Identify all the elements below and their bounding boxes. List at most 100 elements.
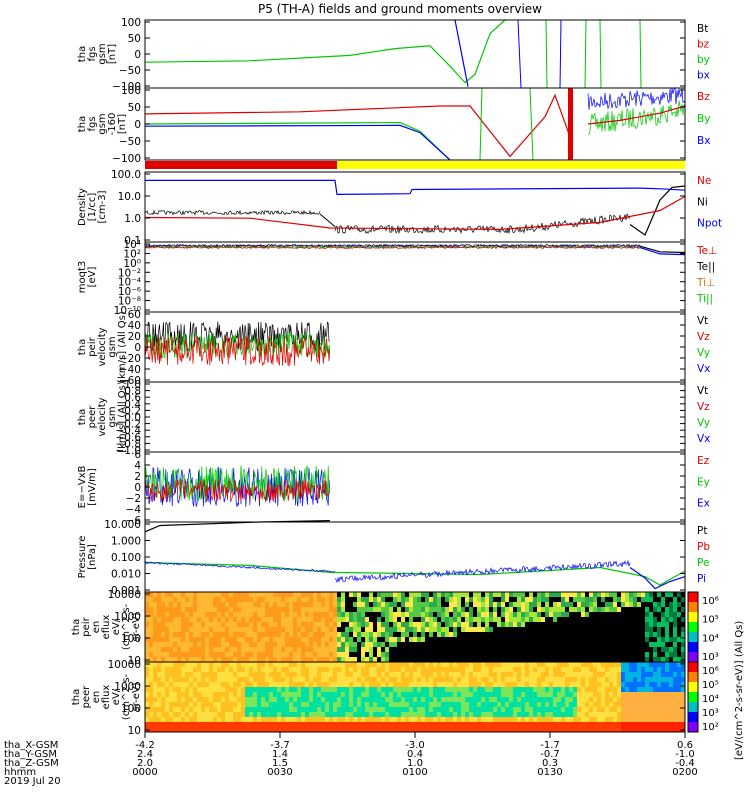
spectrogram-cell (341, 617, 346, 623)
y-tick-label: 4 (134, 460, 141, 472)
spectrogram-cell (525, 637, 530, 643)
spectrogram-cell (329, 682, 334, 688)
spectrogram-cell (265, 682, 270, 688)
spectrogram-cell (573, 612, 578, 618)
spectrogram-cell (265, 617, 270, 623)
spectrogram-cell (205, 637, 210, 643)
spectrogram-cell (153, 592, 158, 598)
spectrogram-cell (589, 632, 594, 638)
spectrogram-cell (493, 607, 498, 613)
spectrogram-cell (533, 697, 538, 703)
spectrogram-cell (209, 672, 214, 678)
spectrogram-cell (397, 727, 402, 733)
spectrogram-cell (285, 697, 290, 703)
spectrogram-cell (569, 657, 574, 663)
spectrogram-cell (193, 702, 198, 708)
spectrogram-cell (301, 597, 306, 603)
spectrogram-cell (641, 677, 646, 683)
spectrogram-cell (177, 677, 182, 683)
spectrogram-cell (437, 722, 442, 728)
spectrogram-cell (429, 657, 434, 663)
spectrogram-cell (413, 592, 418, 598)
spectrogram-cell (509, 677, 514, 683)
spectrogram-cell (169, 597, 174, 603)
spectrogram-cell (541, 667, 546, 673)
spectrogram-cell (677, 667, 682, 673)
colorbar-segment (688, 622, 698, 633)
spectrogram-cell (341, 687, 346, 693)
spectrogram-cell (569, 607, 574, 613)
spectrogram-cell (381, 717, 386, 723)
spectrogram-cell (469, 612, 474, 618)
spectrogram-cell (277, 637, 282, 643)
spectrogram-cell (185, 622, 190, 628)
spectrogram-cell (469, 722, 474, 728)
spectrogram-cell (605, 667, 610, 673)
spectrogram-cell (601, 637, 606, 643)
spectrogram-cell (481, 647, 486, 653)
spectrogram-cell (589, 612, 594, 618)
spectrogram-cell (473, 717, 478, 723)
spectrogram-cell (209, 677, 214, 683)
spectrogram-cell (425, 727, 430, 733)
spectrogram-cell (361, 712, 366, 718)
spectrogram-cell (365, 707, 370, 713)
spectrogram-cell (677, 602, 682, 608)
spectrogram-cell (513, 712, 518, 718)
spectrogram-cell (649, 727, 654, 733)
spectrogram-cell (177, 672, 182, 678)
spectrogram-cell (385, 627, 390, 633)
spectrogram-cell (241, 647, 246, 653)
spectrogram-cell (345, 637, 350, 643)
spectrogram-cell (321, 712, 326, 718)
spectrogram-cell (381, 692, 386, 698)
spectrogram-cell (277, 717, 282, 723)
spectrogram-cell (201, 657, 206, 663)
spectrogram-cell (349, 667, 354, 673)
spectrogram-cell (461, 687, 466, 693)
spectrogram-cell (213, 702, 218, 708)
spectrogram-cell (145, 612, 150, 618)
spectrogram-cell (165, 617, 170, 623)
spectrogram-cell (305, 707, 310, 713)
spectrogram-cell (613, 602, 618, 608)
spectrogram-cell (237, 597, 242, 603)
spectrogram-cell (397, 662, 402, 668)
spectrogram-cell (377, 692, 382, 698)
spectrogram-cell (581, 682, 586, 688)
spectrogram-cell (229, 657, 234, 663)
spectrogram-cell (669, 632, 674, 638)
spectrogram-cell (381, 642, 386, 648)
spectrogram-cell (637, 607, 642, 613)
spectrogram-cell (509, 632, 514, 638)
panel-frame (144, 19, 686, 89)
spectrogram-cell (233, 627, 238, 633)
spectrogram-cell (329, 702, 334, 708)
spectrogram-cell (221, 687, 226, 693)
spectrogram-cell (341, 612, 346, 618)
spectrogram-cell (461, 622, 466, 628)
spectrogram-cell (613, 692, 618, 698)
spectrogram-cell (653, 597, 658, 603)
spectrogram-cell (637, 727, 642, 733)
spectrogram-cell (501, 692, 506, 698)
spectrogram-cell (285, 627, 290, 633)
spectrogram-cell (665, 652, 670, 658)
spectrogram-cell (453, 607, 458, 613)
spectrogram-cell (273, 667, 278, 673)
spectrogram-cell (473, 592, 478, 598)
spectrogram-cell (397, 702, 402, 708)
spectrogram-cell (533, 607, 538, 613)
spectrogram-cell (237, 632, 242, 638)
spectrogram-cell (653, 622, 658, 628)
spectrogram-cell (629, 632, 634, 638)
spectrogram-cell (377, 617, 382, 623)
spectrogram-cell (377, 722, 382, 728)
spectrogram-cell (493, 717, 498, 723)
spectrogram-cell (397, 697, 402, 703)
spectrogram-cell (497, 642, 502, 648)
spectrogram-cell (545, 657, 550, 663)
spectrogram-cell (581, 687, 586, 693)
legend-entry: bz (697, 39, 710, 51)
spectrogram-cell (617, 692, 622, 698)
